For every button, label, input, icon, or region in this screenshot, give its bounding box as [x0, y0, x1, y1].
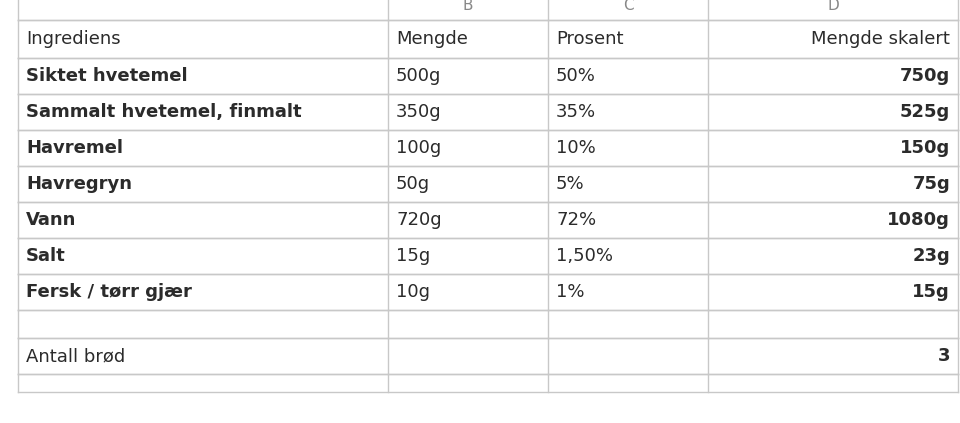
Text: Vann: Vann — [26, 211, 77, 229]
Text: 5%: 5% — [556, 175, 585, 193]
Text: 100g: 100g — [396, 139, 442, 157]
Text: 720g: 720g — [396, 211, 442, 229]
Text: 3: 3 — [938, 347, 950, 365]
Text: Mengde: Mengde — [396, 30, 468, 48]
Text: 72%: 72% — [556, 211, 596, 229]
Text: D: D — [828, 0, 839, 14]
Text: 1080g: 1080g — [887, 211, 950, 229]
Text: Ingrediens: Ingrediens — [26, 30, 121, 48]
Text: 500g: 500g — [396, 67, 442, 85]
Text: Havregryn: Havregryn — [26, 175, 132, 193]
Text: 350g: 350g — [396, 103, 442, 121]
Text: 50%: 50% — [556, 67, 596, 85]
Text: 23g: 23g — [912, 247, 950, 265]
Text: Havremel: Havremel — [26, 139, 123, 157]
Text: 10%: 10% — [556, 139, 596, 157]
Text: 15g: 15g — [396, 247, 430, 265]
Text: Antall brød: Antall brød — [26, 347, 125, 365]
Text: Siktet hvetemel: Siktet hvetemel — [26, 67, 187, 85]
Text: 35%: 35% — [556, 103, 596, 121]
Text: 75g: 75g — [912, 175, 950, 193]
Text: C: C — [623, 0, 634, 14]
Text: 1%: 1% — [556, 283, 585, 301]
Text: 750g: 750g — [900, 67, 950, 85]
Text: 10g: 10g — [396, 283, 430, 301]
Text: 525g: 525g — [900, 103, 950, 121]
Text: Sammalt hvetemel, finmalt: Sammalt hvetemel, finmalt — [26, 103, 301, 121]
Text: 150g: 150g — [900, 139, 950, 157]
Text: Prosent: Prosent — [556, 30, 623, 48]
Text: Mengde skalert: Mengde skalert — [811, 30, 950, 48]
Text: 1,50%: 1,50% — [556, 247, 613, 265]
Text: B: B — [463, 0, 473, 14]
Text: Salt: Salt — [26, 247, 65, 265]
Text: 50g: 50g — [396, 175, 430, 193]
Text: 15g: 15g — [912, 283, 950, 301]
Text: Fersk / tørr gjær: Fersk / tørr gjær — [26, 283, 192, 301]
